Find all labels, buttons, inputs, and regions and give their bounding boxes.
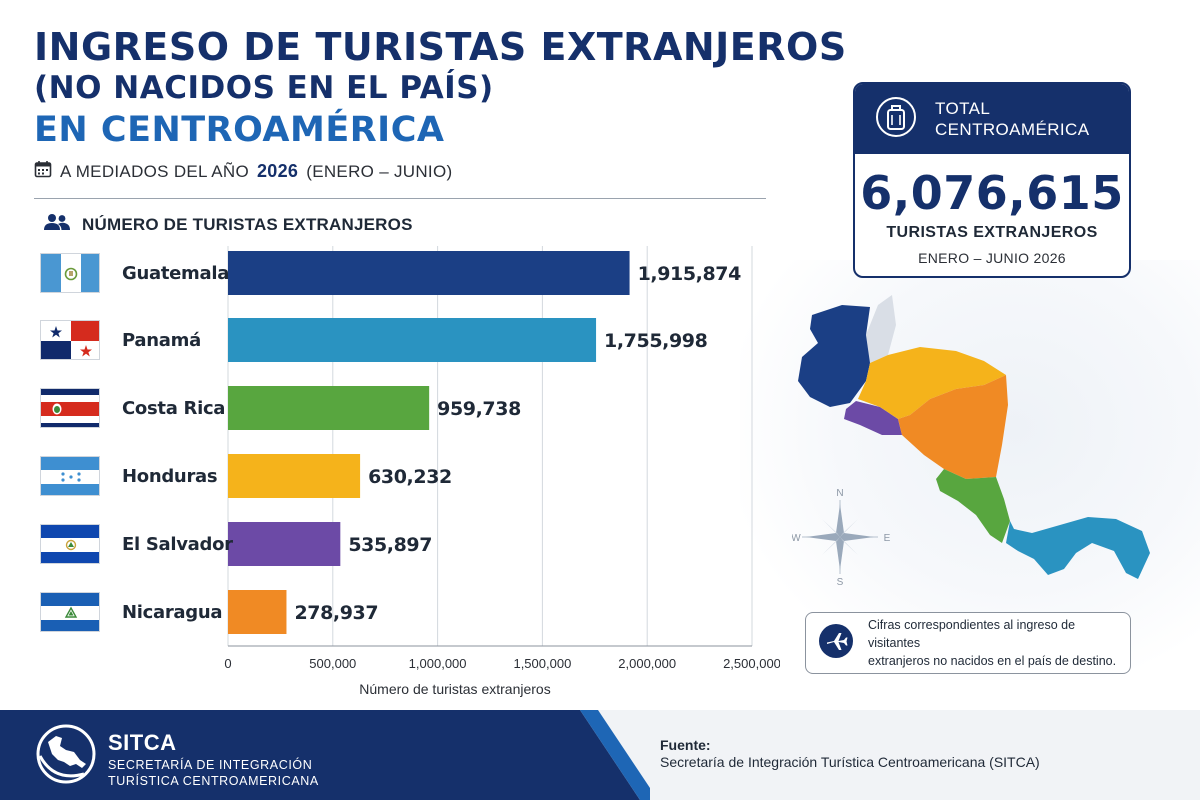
footer: SITCA SECRETARÍA DE INTEGRACIÓN TURÍSTIC… xyxy=(0,710,1200,800)
country-row-nicaragua: Nicaragua xyxy=(40,590,223,634)
chart-section-label: NÚMERO DE TURISTAS EXTRANJEROS xyxy=(44,213,413,236)
source-text: Secretaría de Integración Turística Cent… xyxy=(660,754,1040,770)
org-line-2: TURÍSTICA CENTROAMERICANA xyxy=(108,774,319,788)
suitcase-icon xyxy=(875,96,917,143)
map-el-salvador xyxy=(844,401,902,435)
total-value: 6,076,615 xyxy=(860,166,1124,220)
org-line-1: SECRETARÍA DE INTEGRACIÓN xyxy=(108,758,313,772)
bar xyxy=(228,386,430,430)
country-label: Guatemala xyxy=(122,262,230,284)
compass-w: W xyxy=(792,533,801,544)
compass-s: S xyxy=(837,577,844,588)
org-full-name: SECRETARÍA DE INTEGRACIÓN TURÍSTICA CENT… xyxy=(108,757,319,789)
map-honduras xyxy=(858,347,1006,419)
bar xyxy=(228,318,597,362)
bar-value-label: 535,897 xyxy=(348,534,432,556)
source-label: Fuente: xyxy=(660,737,711,753)
chart-section-title: NÚMERO DE TURISTAS EXTRANJEROS xyxy=(82,214,413,234)
map-panama xyxy=(1006,517,1150,579)
bar-value-label: 959,738 xyxy=(437,398,521,420)
bar xyxy=(228,590,287,634)
bar-value-label: 1,755,998 xyxy=(604,330,708,352)
country-label: Nicaragua xyxy=(122,601,223,623)
country-row-panama: Panamá xyxy=(40,318,201,362)
note-line-2: extranjeros no nacidos en el país de des… xyxy=(868,654,1117,668)
x-tick-label: 1,500,000 xyxy=(513,656,571,671)
compass-icon: N S W E xyxy=(792,488,891,588)
panama-flag-icon xyxy=(40,320,100,360)
total-card: TOTAL CENTROAMÉRICA 6,076,615 TURISTAS E… xyxy=(853,82,1131,278)
map-belize xyxy=(866,295,896,363)
note-text: Cifras correspondientes al ingreso de vi… xyxy=(868,616,1130,670)
country-label: Honduras xyxy=(122,465,218,487)
total-label-line-1: TOTAL xyxy=(935,99,991,118)
org-short-name: SITCA xyxy=(108,730,177,755)
x-tick-label: 0 xyxy=(224,656,231,671)
bar-chart-svg: 0 500,000 1,000,000 1,500,000 2,000,000 2,500… xyxy=(224,246,780,697)
period-suffix: (ENERO – JUNIO) xyxy=(306,161,453,181)
title-line-1: INGRESO DE TURISTAS EXTRANJEROS xyxy=(34,25,847,69)
title-line-3: EN CENTROAMÉRICA xyxy=(34,110,445,150)
map-costa-rica xyxy=(936,469,1010,543)
x-tick-label: 2,500,000 xyxy=(723,656,780,671)
x-tick-label: 2,000,000 xyxy=(618,656,676,671)
calendar-icon xyxy=(34,160,52,183)
guatemala-flag-icon xyxy=(40,253,100,293)
note-line-1: Cifras correspondientes al ingreso de vi… xyxy=(868,618,1076,650)
country-label: Costa Rica xyxy=(122,397,226,419)
bar-value-label: 278,937 xyxy=(294,602,378,624)
divider xyxy=(34,198,766,199)
sitca-logo xyxy=(34,722,98,791)
title-block: INGRESO DE TURISTAS EXTRANJEROS (NO NACI… xyxy=(34,26,847,152)
country-row-el-salvador: El Salvador xyxy=(40,522,233,566)
bar xyxy=(228,251,630,295)
map-guatemala xyxy=(798,305,870,407)
people-icon xyxy=(44,213,70,236)
period-year: 2026 xyxy=(257,161,299,181)
footer-brand-panel xyxy=(0,710,640,800)
period-line: A MEDIADOS DEL AÑO 2026 (ENERO – JUNIO) xyxy=(34,160,452,183)
central-america-map xyxy=(798,295,1150,579)
note-box: Cifras correspondientes al ingreso de vi… xyxy=(805,612,1131,674)
total-card-label: TOTAL CENTROAMÉRICA xyxy=(935,98,1089,140)
country-label: El Salvador xyxy=(122,533,233,555)
bar-chart: 0 500,000 1,000,000 1,500,000 2,000,000 2,500… xyxy=(40,246,780,697)
total-period: ENERO – JUNIO 2026 xyxy=(918,250,1066,266)
map-nicaragua xyxy=(898,375,1008,479)
total-unit: TURISTAS EXTRANJEROS xyxy=(886,224,1098,241)
x-axis-title: Número de turistas extranjeros xyxy=(359,681,550,697)
country-row-honduras: Honduras xyxy=(40,454,218,498)
bar xyxy=(228,454,361,498)
total-card-header: TOTAL CENTROAMÉRICA xyxy=(855,84,1129,154)
bar-value-label: 630,232 xyxy=(368,466,452,488)
compass-n: N xyxy=(836,488,843,499)
bar xyxy=(228,522,341,566)
costa-rica-flag-icon xyxy=(40,388,100,428)
country-label: Panamá xyxy=(122,329,201,351)
honduras-flag-icon xyxy=(40,456,100,496)
period-prefix: A MEDIADOS DEL AÑO xyxy=(60,161,249,181)
compass-e: E xyxy=(884,533,891,544)
nicaragua-flag-icon xyxy=(40,592,100,632)
x-tick-label: 500,000 xyxy=(309,656,356,671)
bar-value-label: 1,915,874 xyxy=(638,263,742,285)
el-salvador-flag-icon xyxy=(40,524,100,564)
title-line-2: (NO NACIDOS EN EL PAÍS) xyxy=(34,70,494,106)
airplane-icon xyxy=(818,623,854,664)
country-row-guatemala: Guatemala xyxy=(40,251,229,295)
x-tick-label: 1,000,000 xyxy=(409,656,467,671)
total-label-line-2: CENTROAMÉRICA xyxy=(935,120,1090,139)
country-row-costa-rica: Costa Rica xyxy=(40,386,225,430)
